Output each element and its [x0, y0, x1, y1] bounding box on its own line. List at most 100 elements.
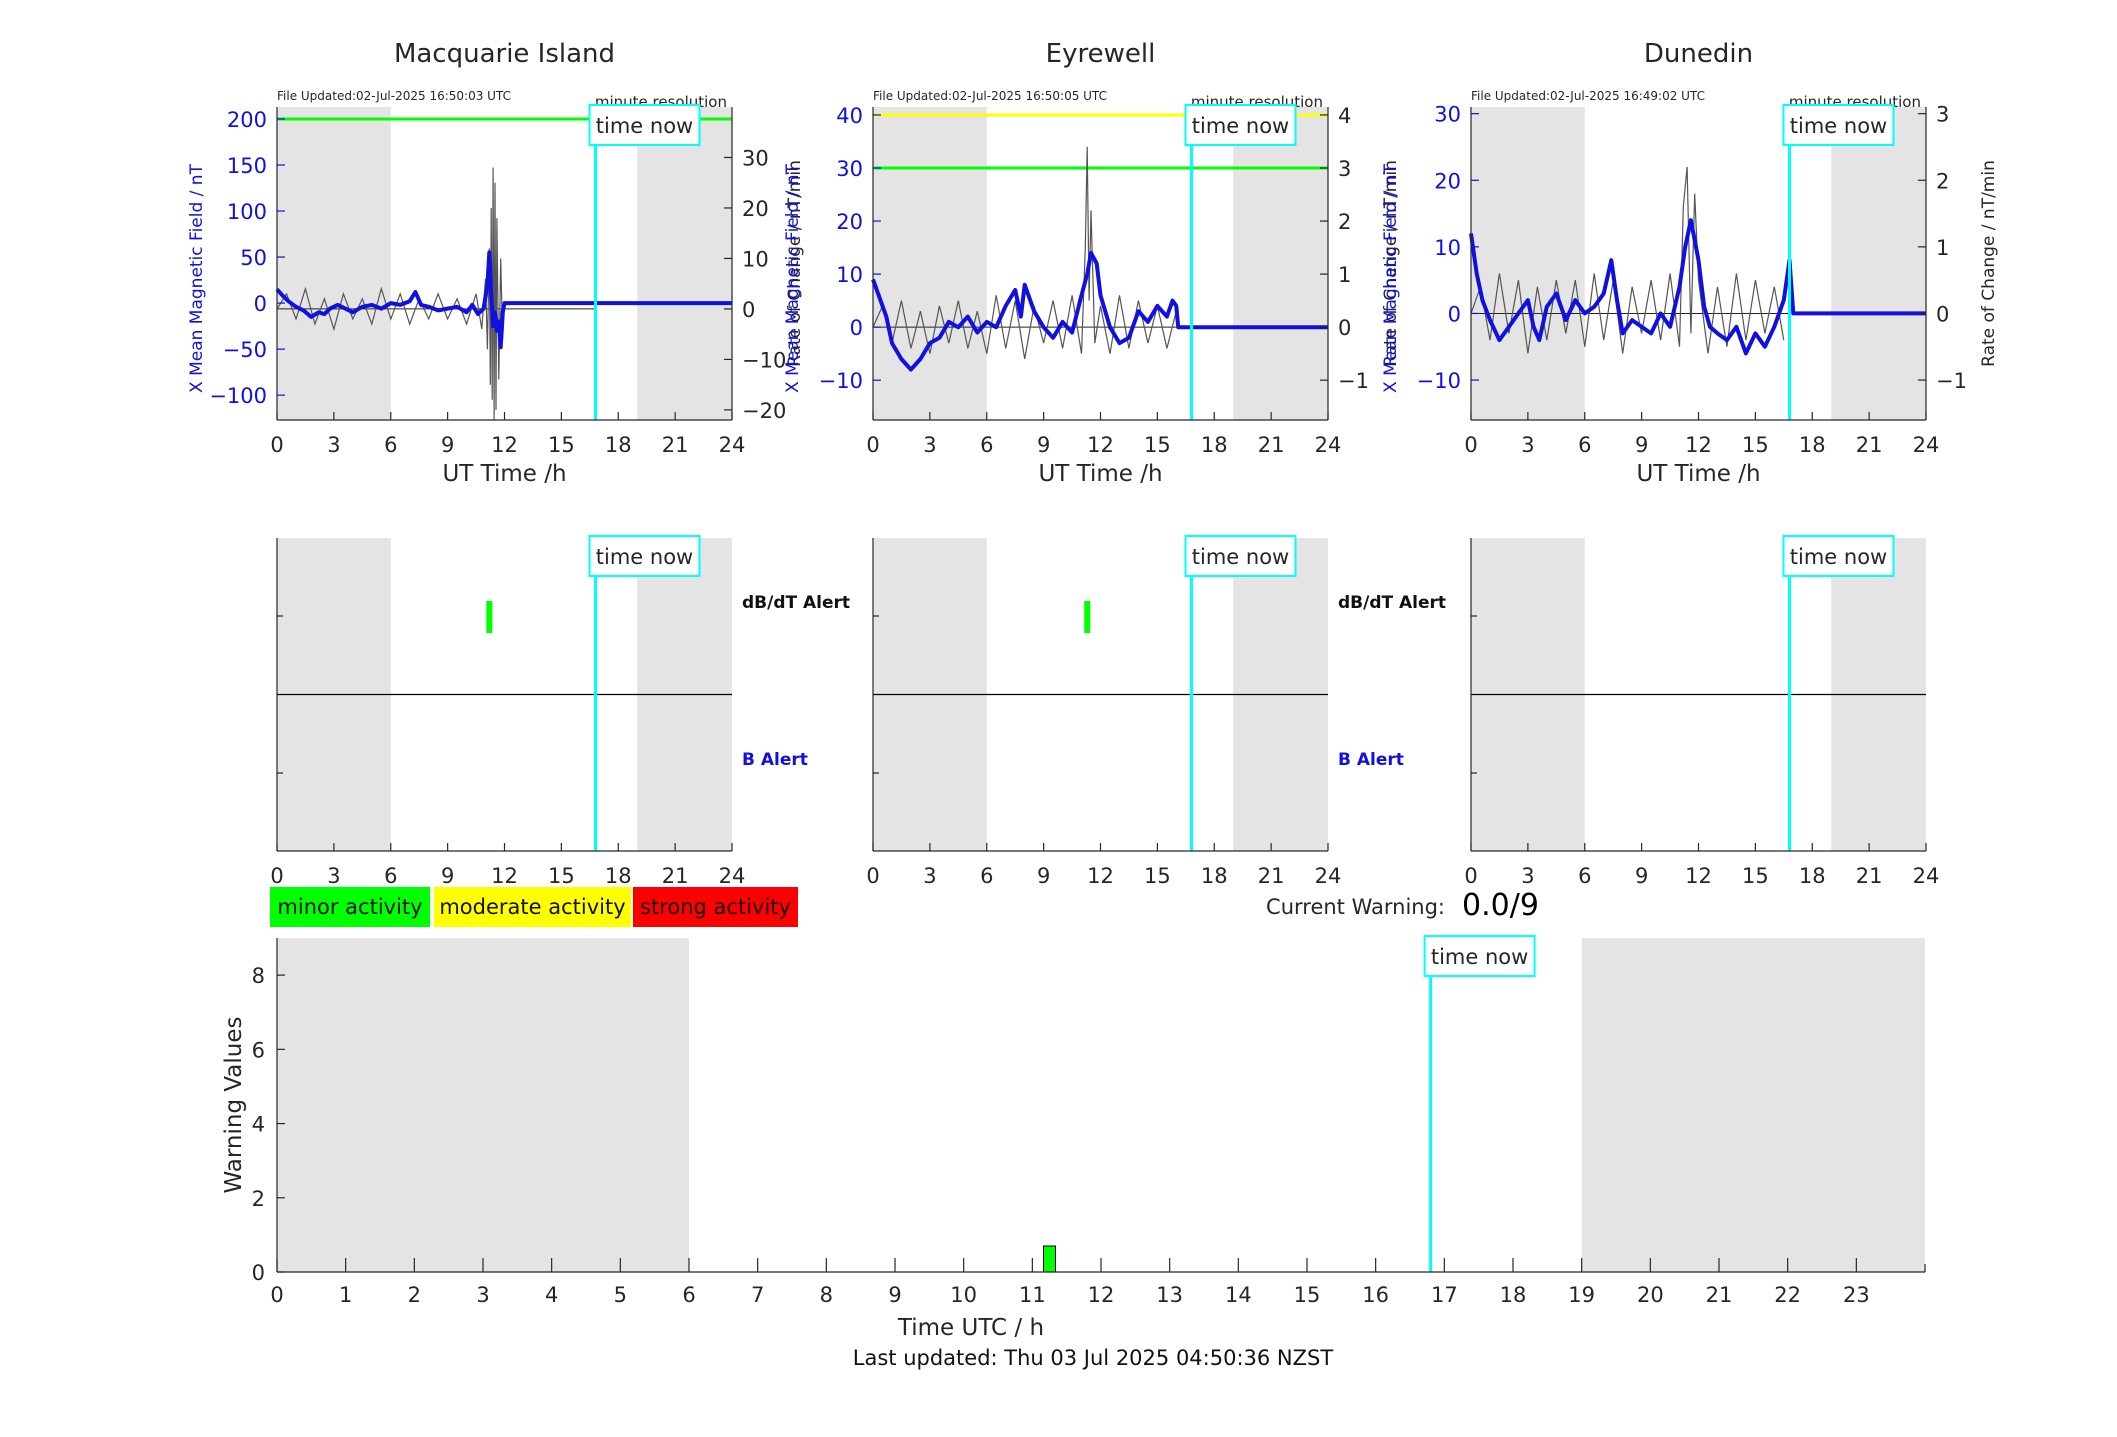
x-tick-label: 3	[923, 864, 936, 888]
b-series-line	[871, 250, 1328, 372]
y-tick-left-label: 0	[1448, 302, 1461, 326]
x-tick-label: 9	[441, 433, 454, 457]
y-tick-right-label: 10	[742, 247, 769, 271]
x-tick-label: 19	[1568, 1283, 1595, 1307]
y-tick-left-label: −10	[819, 369, 863, 393]
y-tick-left-label: 10	[836, 263, 863, 287]
time-now-label: time now	[1790, 114, 1887, 138]
y-tick-right-label: 2	[1936, 169, 1949, 193]
x-tick-label: 21	[1856, 433, 1883, 457]
x-tick-label: 24	[1913, 433, 1940, 457]
x-tick-label: 6	[980, 433, 993, 457]
y-axis-left-label: X Mean Magnetic Field / nT	[783, 163, 803, 393]
time-now-box	[1423, 935, 1536, 977]
night-shading	[1471, 107, 1585, 420]
x-tick-label: 0	[866, 433, 879, 457]
time-now-label: time now	[1431, 945, 1528, 969]
y-tick-label: 8	[252, 964, 265, 988]
x-tick-label: 9	[1635, 433, 1648, 457]
x-tick-label: 9	[1037, 864, 1050, 888]
dbdt-alert-label: dB/dT Alert	[1338, 593, 1446, 613]
b-series-line	[1469, 218, 1926, 356]
y-tick-left-label: 200	[227, 108, 267, 132]
last-updated-label: Last updated: Thu 03 Jul 2025 04:50:36 N…	[853, 1346, 1334, 1370]
y-tick-right-label: −1	[1936, 369, 1967, 393]
x-tick-label: 10	[950, 1283, 977, 1307]
y-tick-left-label: 20	[836, 210, 863, 234]
y-tick-left-label: 20	[1434, 169, 1461, 193]
x-tick-label: 12	[1087, 864, 1114, 888]
file-updated-label: File Updated:02-Jul-2025 16:50:05 UTC	[873, 89, 1107, 103]
night-shading	[277, 938, 689, 1272]
x-tick-label: 23	[1843, 1283, 1870, 1307]
current-warning: Current Warning: 0.0/9	[1266, 888, 1539, 923]
x-tick-label: 3	[476, 1283, 489, 1307]
x-tick-label: 9	[888, 1283, 901, 1307]
x-tick-label: 21	[1706, 1283, 1733, 1307]
y-tick-right-label: 1	[1338, 263, 1351, 287]
rate-series-line	[872, 146, 1177, 360]
y-tick-right-label: 20	[742, 197, 769, 221]
current-warning-value: 0.0/9	[1462, 888, 1539, 923]
x-tick-label: 14	[1225, 1283, 1252, 1307]
x-tick-label: 18	[1799, 433, 1826, 457]
y-tick-right-label: −20	[742, 399, 786, 423]
x-tick-label: 9	[1037, 433, 1050, 457]
time-now-box	[1782, 104, 1895, 146]
x-tick-label: 12	[1685, 433, 1712, 457]
x-tick-label: 15	[548, 864, 575, 888]
x-tick-label: 15	[1294, 1283, 1321, 1307]
y-tick-left-label: 50	[240, 246, 267, 270]
y-tick-left-label: 150	[227, 154, 267, 178]
x-axis-label: UT Time /h	[1636, 461, 1760, 487]
y-tick-left-label: 40	[836, 104, 863, 128]
x-tick-label: 12	[491, 864, 518, 888]
x-tick-label: 15	[1742, 433, 1769, 457]
y-tick-left-label: −50	[223, 338, 267, 362]
x-axis-label: Time UTC / h	[897, 1315, 1044, 1341]
x-tick-label: 3	[1521, 433, 1534, 457]
dbdt-alert-mark	[1084, 601, 1091, 633]
x-tick-label: 21	[662, 433, 689, 457]
station-title: Eyrewell	[1046, 39, 1156, 69]
x-tick-label: 3	[327, 433, 340, 457]
x-tick-label: 18	[1500, 1283, 1527, 1307]
x-tick-label: 6	[384, 864, 397, 888]
station-title: Dunedin	[1644, 39, 1753, 69]
x-tick-label: 17	[1431, 1283, 1458, 1307]
x-tick-label: 8	[820, 1283, 833, 1307]
y-axis-right-label: Rate of Change / nT/min	[1381, 160, 1401, 367]
x-tick-label: 6	[1578, 864, 1591, 888]
x-tick-label: 13	[1156, 1283, 1183, 1307]
legend-label-minor: minor activity	[277, 895, 422, 919]
x-tick-label: 0	[1464, 864, 1477, 888]
night-shading	[873, 107, 987, 420]
time-now-label: time now	[1790, 545, 1887, 569]
station-panel-1: Eyrewell File Updated:02-Jul-2025 16:50:0…	[783, 39, 1401, 487]
y-tick-right-label: 1	[1936, 236, 1949, 260]
y-tick-right-label: 4	[1338, 104, 1351, 128]
y-tick-right-label: 30	[742, 146, 769, 170]
x-tick-label: 24	[1315, 864, 1342, 888]
time-now-label: time now	[596, 545, 693, 569]
x-tick-label: 6	[980, 864, 993, 888]
y-tick-label: 0	[252, 1261, 265, 1285]
y-tick-right-label: −10	[742, 348, 786, 372]
file-updated-label: File Updated:02-Jul-2025 16:50:03 UTC	[277, 89, 511, 103]
file-updated-label: File Updated:02-Jul-2025 16:49:02 UTC	[1471, 89, 1705, 103]
y-tick-right-label: −1	[1338, 369, 1369, 393]
x-tick-label: 4	[545, 1283, 558, 1307]
x-tick-label: 24	[719, 864, 746, 888]
x-tick-label: 12	[491, 433, 518, 457]
x-tick-label: 1	[339, 1283, 352, 1307]
time-now-box	[1184, 535, 1297, 577]
x-tick-label: 11	[1019, 1283, 1046, 1307]
legend-swatch-moderate	[434, 887, 631, 927]
legend-swatch-strong	[633, 887, 798, 927]
x-tick-label: 3	[327, 864, 340, 888]
y-axis-right-label: Rate of Change / nT/min	[785, 160, 805, 367]
x-tick-label: 15	[548, 433, 575, 457]
